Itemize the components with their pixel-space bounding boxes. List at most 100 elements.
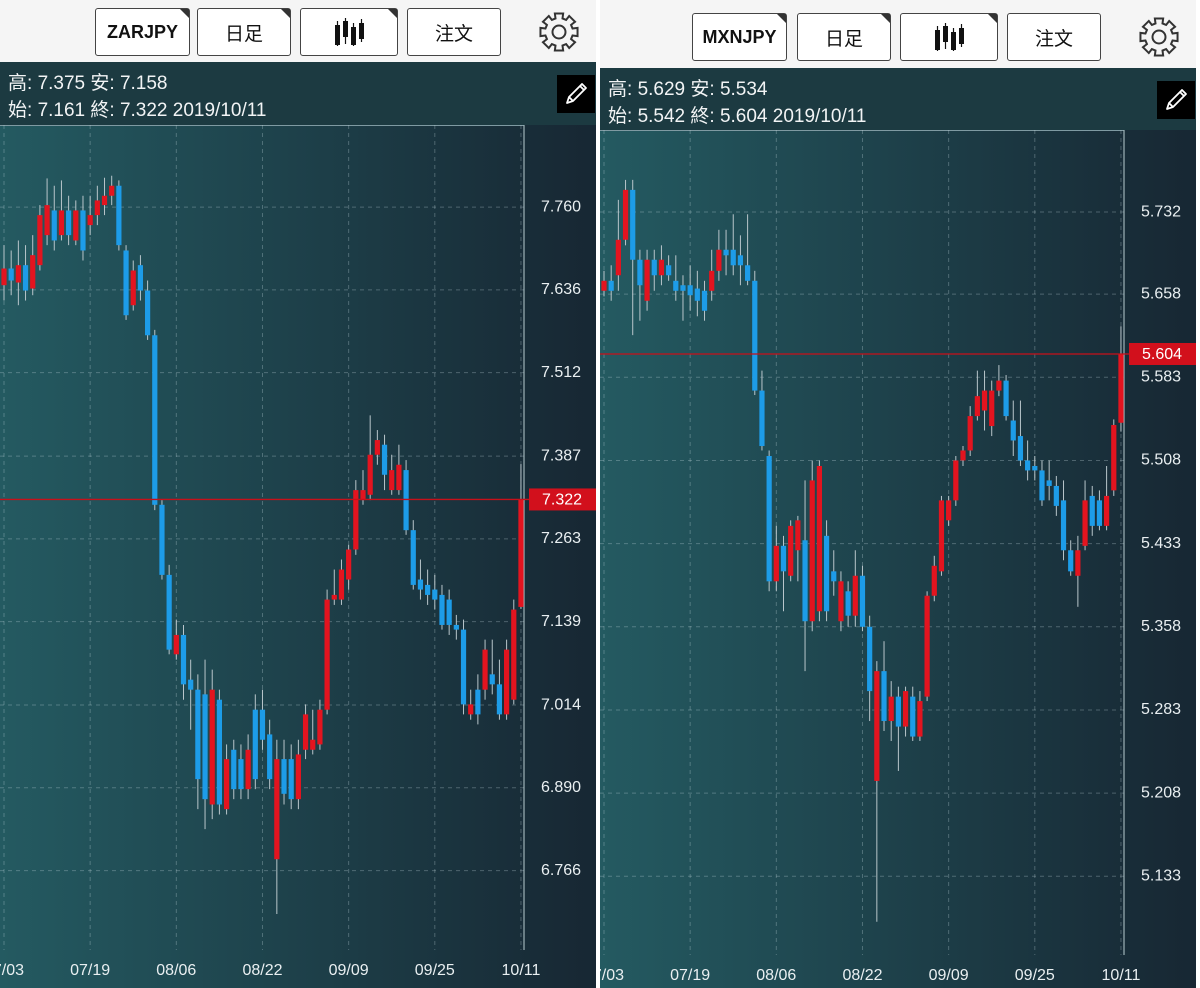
- candle-body: [30, 255, 36, 289]
- candle-body: [1075, 550, 1081, 576]
- gear-hole: [551, 24, 567, 40]
- price-info: 高: 5.629 安: 5.534 始: 5.542 終: 5.604 2019/…: [600, 68, 1196, 130]
- candle-body: [87, 215, 93, 226]
- settings-icon[interactable]: [537, 10, 581, 54]
- candle-body: [353, 490, 359, 550]
- y-tick-label: 5.433: [1141, 535, 1181, 552]
- candle-body: [267, 734, 273, 780]
- close-value: 5.604: [719, 106, 768, 127]
- candle-body: [460, 629, 467, 705]
- pencil-shape: [566, 83, 587, 104]
- candle-body: [644, 259, 650, 301]
- candle-body: [1039, 470, 1045, 501]
- icon-body: [951, 32, 956, 50]
- pencil-shape: [1166, 89, 1187, 110]
- candle-body: [881, 671, 887, 722]
- candle-body: [838, 581, 844, 622]
- candle-body: [867, 626, 873, 692]
- candle-body: [274, 759, 280, 860]
- order-button[interactable]: 注文: [407, 8, 501, 56]
- y-tick-label: 7.014: [541, 696, 581, 713]
- chart-type-button[interactable]: [900, 13, 998, 61]
- period-button[interactable]: 日足: [797, 13, 891, 61]
- candle-body: [252, 709, 258, 780]
- candle-body: [1, 268, 7, 286]
- candle-body: [658, 259, 665, 276]
- candle-body: [518, 499, 524, 607]
- x-tick-label: 07/03: [0, 962, 24, 979]
- dropdown-corner: [881, 14, 890, 23]
- candle-body: [946, 500, 952, 521]
- candle-body: [888, 696, 894, 722]
- candle-body: [403, 470, 409, 531]
- info-line-1: 高: 7.375 安: 7.158: [8, 68, 168, 95]
- candle-body: [701, 290, 708, 311]
- symbol-button[interactable]: MXNJPY: [692, 13, 787, 61]
- candle-body: [281, 759, 287, 794]
- x-tick-label: 08/22: [242, 962, 282, 979]
- chart-panel: MXNJPY 日足 注文高: 5.629 安: 5.534 始: 5.542 終: 5…: [600, 0, 1196, 988]
- chart-type-button[interactable]: [300, 8, 398, 56]
- candle-body: [1111, 424, 1117, 491]
- info-line-2: 始: 5.542 終: 5.604 2019/10/11: [608, 101, 866, 128]
- candle-body: [1060, 500, 1067, 551]
- date: 2019/10/11: [772, 106, 867, 127]
- icon-body: [343, 21, 348, 37]
- candle-icon: [935, 23, 964, 51]
- candle-body: [51, 210, 57, 241]
- last-price-label: 5.604: [1142, 346, 1182, 363]
- candle-body: [295, 754, 301, 800]
- settings-icon[interactable]: [1137, 15, 1181, 59]
- candle-body: [745, 265, 751, 281]
- candle-body: [874, 671, 880, 781]
- toolbar: MXNJPY 日足 注文: [600, 0, 1196, 68]
- candle-body: [953, 460, 959, 501]
- y-tick-label: 5.133: [1141, 867, 1181, 884]
- dropdown-corner: [988, 14, 997, 23]
- edit-button[interactable]: [1157, 81, 1195, 119]
- candle-body: [173, 634, 179, 655]
- candle-body: [238, 759, 244, 790]
- candle-body: [245, 749, 251, 790]
- period-button[interactable]: 日足: [197, 8, 291, 56]
- candle-body: [723, 249, 729, 256]
- candle-body: [759, 390, 765, 447]
- order-button[interactable]: 注文: [1007, 13, 1101, 61]
- symbol-text: ZARJPY: [106, 21, 178, 42]
- candle-body: [159, 504, 165, 575]
- candle-body: [1096, 500, 1103, 526]
- candle-body: [180, 634, 187, 685]
- symbol-button[interactable]: ZARJPY: [95, 8, 190, 56]
- y-tick-label: 5.358: [1141, 618, 1181, 635]
- gear-outline: [539, 12, 579, 52]
- y-tick-label: 6.890: [541, 779, 581, 796]
- candle-body: [188, 679, 194, 690]
- edit-button[interactable]: [557, 75, 595, 113]
- low-label: 安:: [90, 73, 115, 94]
- info-line-2: 始: 7.161 終: 7.322 2019/10/11: [8, 95, 266, 122]
- candle-body: [996, 380, 1002, 391]
- order-text: 注文: [434, 23, 473, 45]
- candle-body: [381, 444, 388, 475]
- gear-outline: [1139, 17, 1179, 57]
- gear-hole: [1151, 29, 1167, 45]
- candle-body: [709, 270, 715, 291]
- candle-body: [109, 185, 115, 196]
- y-tick-label: 5.658: [1141, 285, 1181, 302]
- y-tick-label: 7.636: [541, 281, 581, 298]
- y-tick-label: 5.208: [1141, 784, 1181, 801]
- y-tick-label: 7.512: [541, 364, 581, 381]
- candle-body: [1104, 495, 1110, 526]
- candle-body: [773, 545, 779, 582]
- dropdown-corner: [777, 14, 786, 23]
- last-price-label: 7.322: [542, 492, 582, 509]
- close-value: 7.322: [119, 100, 168, 121]
- candle-body: [302, 714, 309, 750]
- candle-body: [15, 265, 21, 283]
- pencil-icon: [1166, 89, 1187, 110]
- open-value: 7.161: [37, 100, 86, 121]
- last-price-box: [529, 488, 596, 511]
- candle-body: [831, 571, 837, 582]
- candle-body: [209, 689, 215, 805]
- candle-body: [981, 390, 988, 411]
